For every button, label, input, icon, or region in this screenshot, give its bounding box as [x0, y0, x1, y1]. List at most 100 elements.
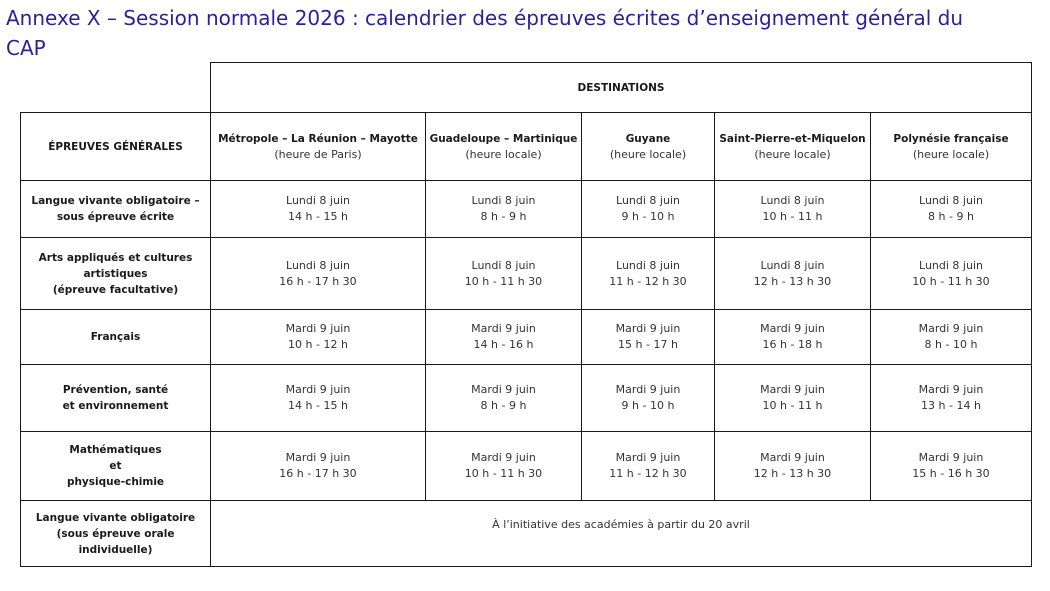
cell-text: 16 h - 18 h [762, 338, 823, 351]
cell-text: physique-chimie [66, 476, 165, 488]
title: Annexe X – Session normale 2026 : calend… [6, 6, 964, 60]
column-header: Métropole – La Réunion – Mayotte (heure d… [210, 112, 426, 181]
schedule-cell: Mardi 9 juin 15 h - 16 h 30 [870, 431, 1032, 501]
cell-text: Mardi 9 juin [760, 322, 825, 335]
cell-text: 13 h - 14 h [921, 399, 981, 412]
cell-text: À l’initiative des académies à partir du… [492, 518, 750, 531]
cell-text: ÉPREUVES GÉNÉRALES [48, 140, 183, 153]
schedule-cell: Mardi 9 juin 12 h - 13 h 30 [714, 431, 871, 501]
cell-text: 8 h - 10 h [924, 338, 978, 351]
cell-text: Lundi 8 juin [760, 258, 825, 272]
cell-text: 10 h - 11 h 30 [912, 274, 990, 288]
cell-text: sous épreuve écrite [56, 211, 175, 223]
cell-text: 11 h - 12 h 30 [609, 467, 687, 480]
cell-text: Arts appliqués et cultures [38, 251, 193, 264]
column-header: Polynésie française (heure locale) [870, 112, 1032, 181]
cell-text: 8 h - 9 h [480, 210, 527, 223]
row-label: Mathématiques et physique-chimie [20, 431, 211, 501]
schedule-cell: Mardi 9 juin 15 h - 17 h [581, 309, 715, 365]
cell-text: Mathématiques [69, 444, 162, 456]
cell-text: (épreuve facultative) [52, 283, 179, 296]
cell-text: Métropole – La Réunion – Mayotte [218, 132, 418, 145]
cell-text: 10 h - 12 h [288, 338, 348, 351]
cell-text: Mardi 9 juin [615, 451, 681, 464]
row-label: Français [20, 309, 211, 365]
schedule-cell: Lundi 8 juin 9 h - 10 h [581, 180, 715, 238]
cell-text: Guadeloupe – Martinique [429, 132, 578, 145]
cell-text: 10 h - 11 h [762, 210, 823, 223]
cell-text: Langue vivante obligatoire [35, 511, 196, 524]
schedule-cell: Mardi 9 juin 16 h - 18 h [714, 309, 871, 365]
schedule-cell: Lundi 8 juin 14 h - 15 h [210, 180, 426, 238]
cell-text: (heure locale) [609, 147, 687, 161]
cell-text: (sous épreuve orale [56, 527, 175, 540]
schedule-cell: Mardi 9 juin 10 h - 11 h 30 [425, 431, 582, 501]
cell-text: Prévention, santé [62, 384, 169, 396]
cell-text: 10 h - 11 h 30 [464, 467, 543, 480]
schedule-cell: Mardi 9 juin 9 h - 10 h [581, 364, 715, 432]
note-cell: À l’initiative des académies à partir du… [210, 500, 1032, 567]
cell-text: 11 h - 12 h 30 [609, 274, 687, 288]
schedule-cell: Lundi 8 juin 12 h - 13 h 30 [714, 237, 871, 310]
cell-text: 15 h - 17 h [618, 338, 678, 351]
schedule-cell: Mardi 9 juin 10 h - 11 h [714, 364, 871, 432]
cell-text: Mardi 9 juin [918, 383, 984, 396]
cell-text: Lundi 8 juin [616, 258, 680, 272]
row-header: ÉPREUVES GÉNÉRALES [20, 112, 211, 181]
cell-text: 8 h - 9 h [928, 210, 974, 223]
schedule-cell: Lundi 8 juin 8 h - 9 h [425, 180, 582, 238]
cell-text: Lundi 8 juin [760, 194, 825, 207]
cell-text: et environnement [62, 400, 169, 412]
schedule-cell: Mardi 9 juin 10 h - 12 h [210, 309, 426, 365]
row-label: Langue vivante obligatoire – sous épreuve… [20, 180, 211, 238]
cell-text: 10 h - 11 h [762, 399, 823, 412]
cell-text: Mardi 9 juin [760, 383, 825, 396]
cell-text: Mardi 9 juin [918, 451, 984, 464]
cell-text: Mardi 9 juin [285, 322, 351, 335]
schedule-cell: Mardi 9 juin 8 h - 9 h [425, 364, 582, 432]
cell-text: 14 h - 16 h [473, 338, 534, 351]
cell-text: (heure locale) [912, 147, 990, 161]
cell-text: Français [90, 331, 141, 343]
cell-text: Guyane [625, 132, 671, 145]
cell-text: DESTINATIONS [577, 81, 665, 94]
schedule-cell: Lundi 8 juin 10 h - 11 h [714, 180, 871, 238]
cell-text: Lundi 8 juin [471, 194, 536, 207]
cell-text: Lundi 8 juin [286, 258, 350, 272]
cell-text: Lundi 8 juin [616, 194, 680, 207]
schedule-cell: Mardi 9 juin 8 h - 10 h [870, 309, 1032, 365]
row-label: Arts appliqués et cultures artistiques (ép… [20, 237, 211, 310]
cell-text: 9 h - 10 h [621, 399, 675, 412]
cell-text: 10 h - 11 h 30 [464, 274, 543, 288]
schedule-cell: Mardi 9 juin 14 h - 16 h [425, 309, 582, 365]
cell-text: (heure de Paris) [274, 147, 362, 161]
schedule-cell: Mardi 9 juin 16 h - 17 h 30 [210, 431, 426, 501]
cell-text: Mardi 9 juin [918, 322, 984, 335]
column-header: Guyane (heure locale) [581, 112, 715, 181]
cell-text: (heure locale) [754, 147, 831, 161]
cell-text: Polynésie française [893, 132, 1009, 145]
schedule-cell: Lundi 8 juin 10 h - 11 h 30 [870, 237, 1032, 310]
cell-text: 16 h - 17 h 30 [279, 274, 357, 288]
cell-text: Mardi 9 juin [285, 383, 351, 396]
row-label: Prévention, santé et environnement [20, 364, 211, 432]
cell-text: 14 h - 15 h [288, 399, 348, 412]
cell-text: Mardi 9 juin [471, 451, 536, 464]
cell-text: 12 h - 13 h 30 [753, 274, 832, 288]
cell-text: Saint-Pierre-et-Miquelon [719, 132, 866, 145]
schedule-cell: Lundi 8 juin 10 h - 11 h 30 [425, 237, 582, 310]
cell-text: 16 h - 17 h 30 [279, 467, 357, 480]
cell-text: 12 h - 13 h 30 [753, 467, 832, 480]
cell-text: individuelle) [78, 543, 153, 556]
cell-text: Lundi 8 juin [471, 258, 536, 272]
cell-text: et [109, 460, 122, 472]
schedule-cell: Lundi 8 juin 8 h - 9 h [870, 180, 1032, 238]
schedule-cell: Mardi 9 juin 13 h - 14 h [870, 364, 1032, 432]
schedule-cell: Lundi 8 juin 11 h - 12 h 30 [581, 237, 715, 310]
cell-text: (heure locale) [465, 147, 542, 161]
cell-text: Mardi 9 juin [285, 451, 351, 464]
cell-text: artistiques [83, 267, 148, 280]
cell-text: Langue vivante obligatoire – [31, 195, 200, 207]
